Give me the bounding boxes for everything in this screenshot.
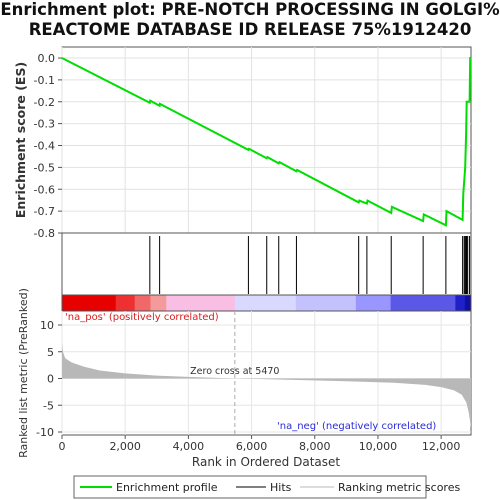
ranking-y-label: Ranked list metric (PreRanked) (17, 288, 30, 458)
ranking-y-tick-label: 10 (40, 319, 54, 332)
heat-segment (464, 295, 472, 311)
hits-panel (61, 232, 472, 296)
zero-cross-label: Zero cross at 5470 (190, 366, 279, 377)
es-y-ticks: 0.0 -0.1 -0.2 -0.3 -0.4 -0.5 -0.6 -0.7 -0.8 (34, 52, 62, 240)
es-y-tick-label: -0.2 (34, 96, 55, 109)
ranking-y-tick-label: -10 (36, 426, 54, 439)
ranking-x-tick-label: 10,000 (359, 440, 398, 453)
ranking-x-tick-label: 8,000 (299, 440, 331, 453)
heat-segment (150, 295, 167, 311)
ranking-x-ticks: 0 2,000 4,000 6,000 8,000 10,000 12,000 (59, 435, 461, 453)
ranking-y-tick-label: 0 (47, 373, 54, 386)
heat-segment (234, 295, 297, 311)
enrichment-line (61, 57, 472, 227)
heat-segment (390, 295, 456, 311)
es-panel: 0.0 -0.1 -0.2 -0.3 -0.4 -0.5 -0.6 -0.7 -0.8 Enri… (13, 46, 472, 240)
ranking-x-tick-label: 6,000 (236, 440, 268, 453)
rank-heat-bar (61, 294, 472, 312)
ranking-x-tick-label: 12,000 (422, 440, 461, 453)
legend-enrichment-label: Enrichment profile (116, 481, 218, 494)
ranking-y-tick-label: 5 (47, 346, 54, 359)
es-y-tick-label: -0.1 (34, 74, 55, 87)
ranking-x-tick-label: 0 (59, 440, 66, 453)
plot-title-line2: REACTOME DATABASE ID RELEASE 75%1912420 (28, 20, 472, 39)
plot-title-line1: Enrichment plot: PRE-NOTCH PROCESSING IN… (0, 0, 500, 19)
ranking-panel: Zero cross at 5470 'na_pos' (positively … (17, 288, 472, 469)
heat-segment (355, 295, 392, 311)
heat-segment (455, 295, 466, 311)
ranking-x-tick-label: 2,000 (109, 440, 141, 453)
ranking-panel-frame (61, 310, 472, 436)
ranking-x-tick-label: 4,000 (173, 440, 205, 453)
legend-ranking-label: Ranking metric scores (338, 481, 460, 494)
es-panel-frame (61, 46, 472, 234)
heat-segment (295, 295, 357, 311)
es-y-tick-label: -0.5 (34, 161, 55, 174)
plot-title: Enrichment plot: PRE-NOTCH PROCESSING IN… (0, 0, 500, 40)
heat-segment (115, 295, 136, 311)
ranking-y-ticks: 10 5 0 -5 -10 (36, 319, 62, 439)
hit-lines (149, 236, 471, 294)
ranking-y-tick-label: -5 (43, 399, 54, 412)
es-y-tick-label: -0.8 (34, 227, 55, 240)
ranking-x-label: Rank in Ordered Dataset (192, 455, 340, 469)
pos-correlated-label: 'na_pos' (positively correlated) (65, 312, 219, 323)
es-y-tick-label: -0.6 (34, 183, 55, 196)
legend: Enrichment profile Hits Ranking metric s… (73, 475, 460, 499)
es-y-tick-label: -0.7 (34, 205, 55, 218)
heat-segment (166, 295, 236, 311)
legend-hits-label: Hits (270, 481, 292, 494)
es-y-label: Enrichment score (ES) (13, 62, 28, 218)
es-y-tick-label: -0.3 (34, 118, 55, 131)
neg-correlated-label: 'na_neg' (negatively correlated) (277, 421, 436, 432)
es-y-tick-label: -0.4 (34, 140, 55, 153)
heat-segment (62, 295, 117, 311)
es-y-tick-label: 0.0 (38, 52, 56, 65)
heat-segment (134, 295, 151, 311)
